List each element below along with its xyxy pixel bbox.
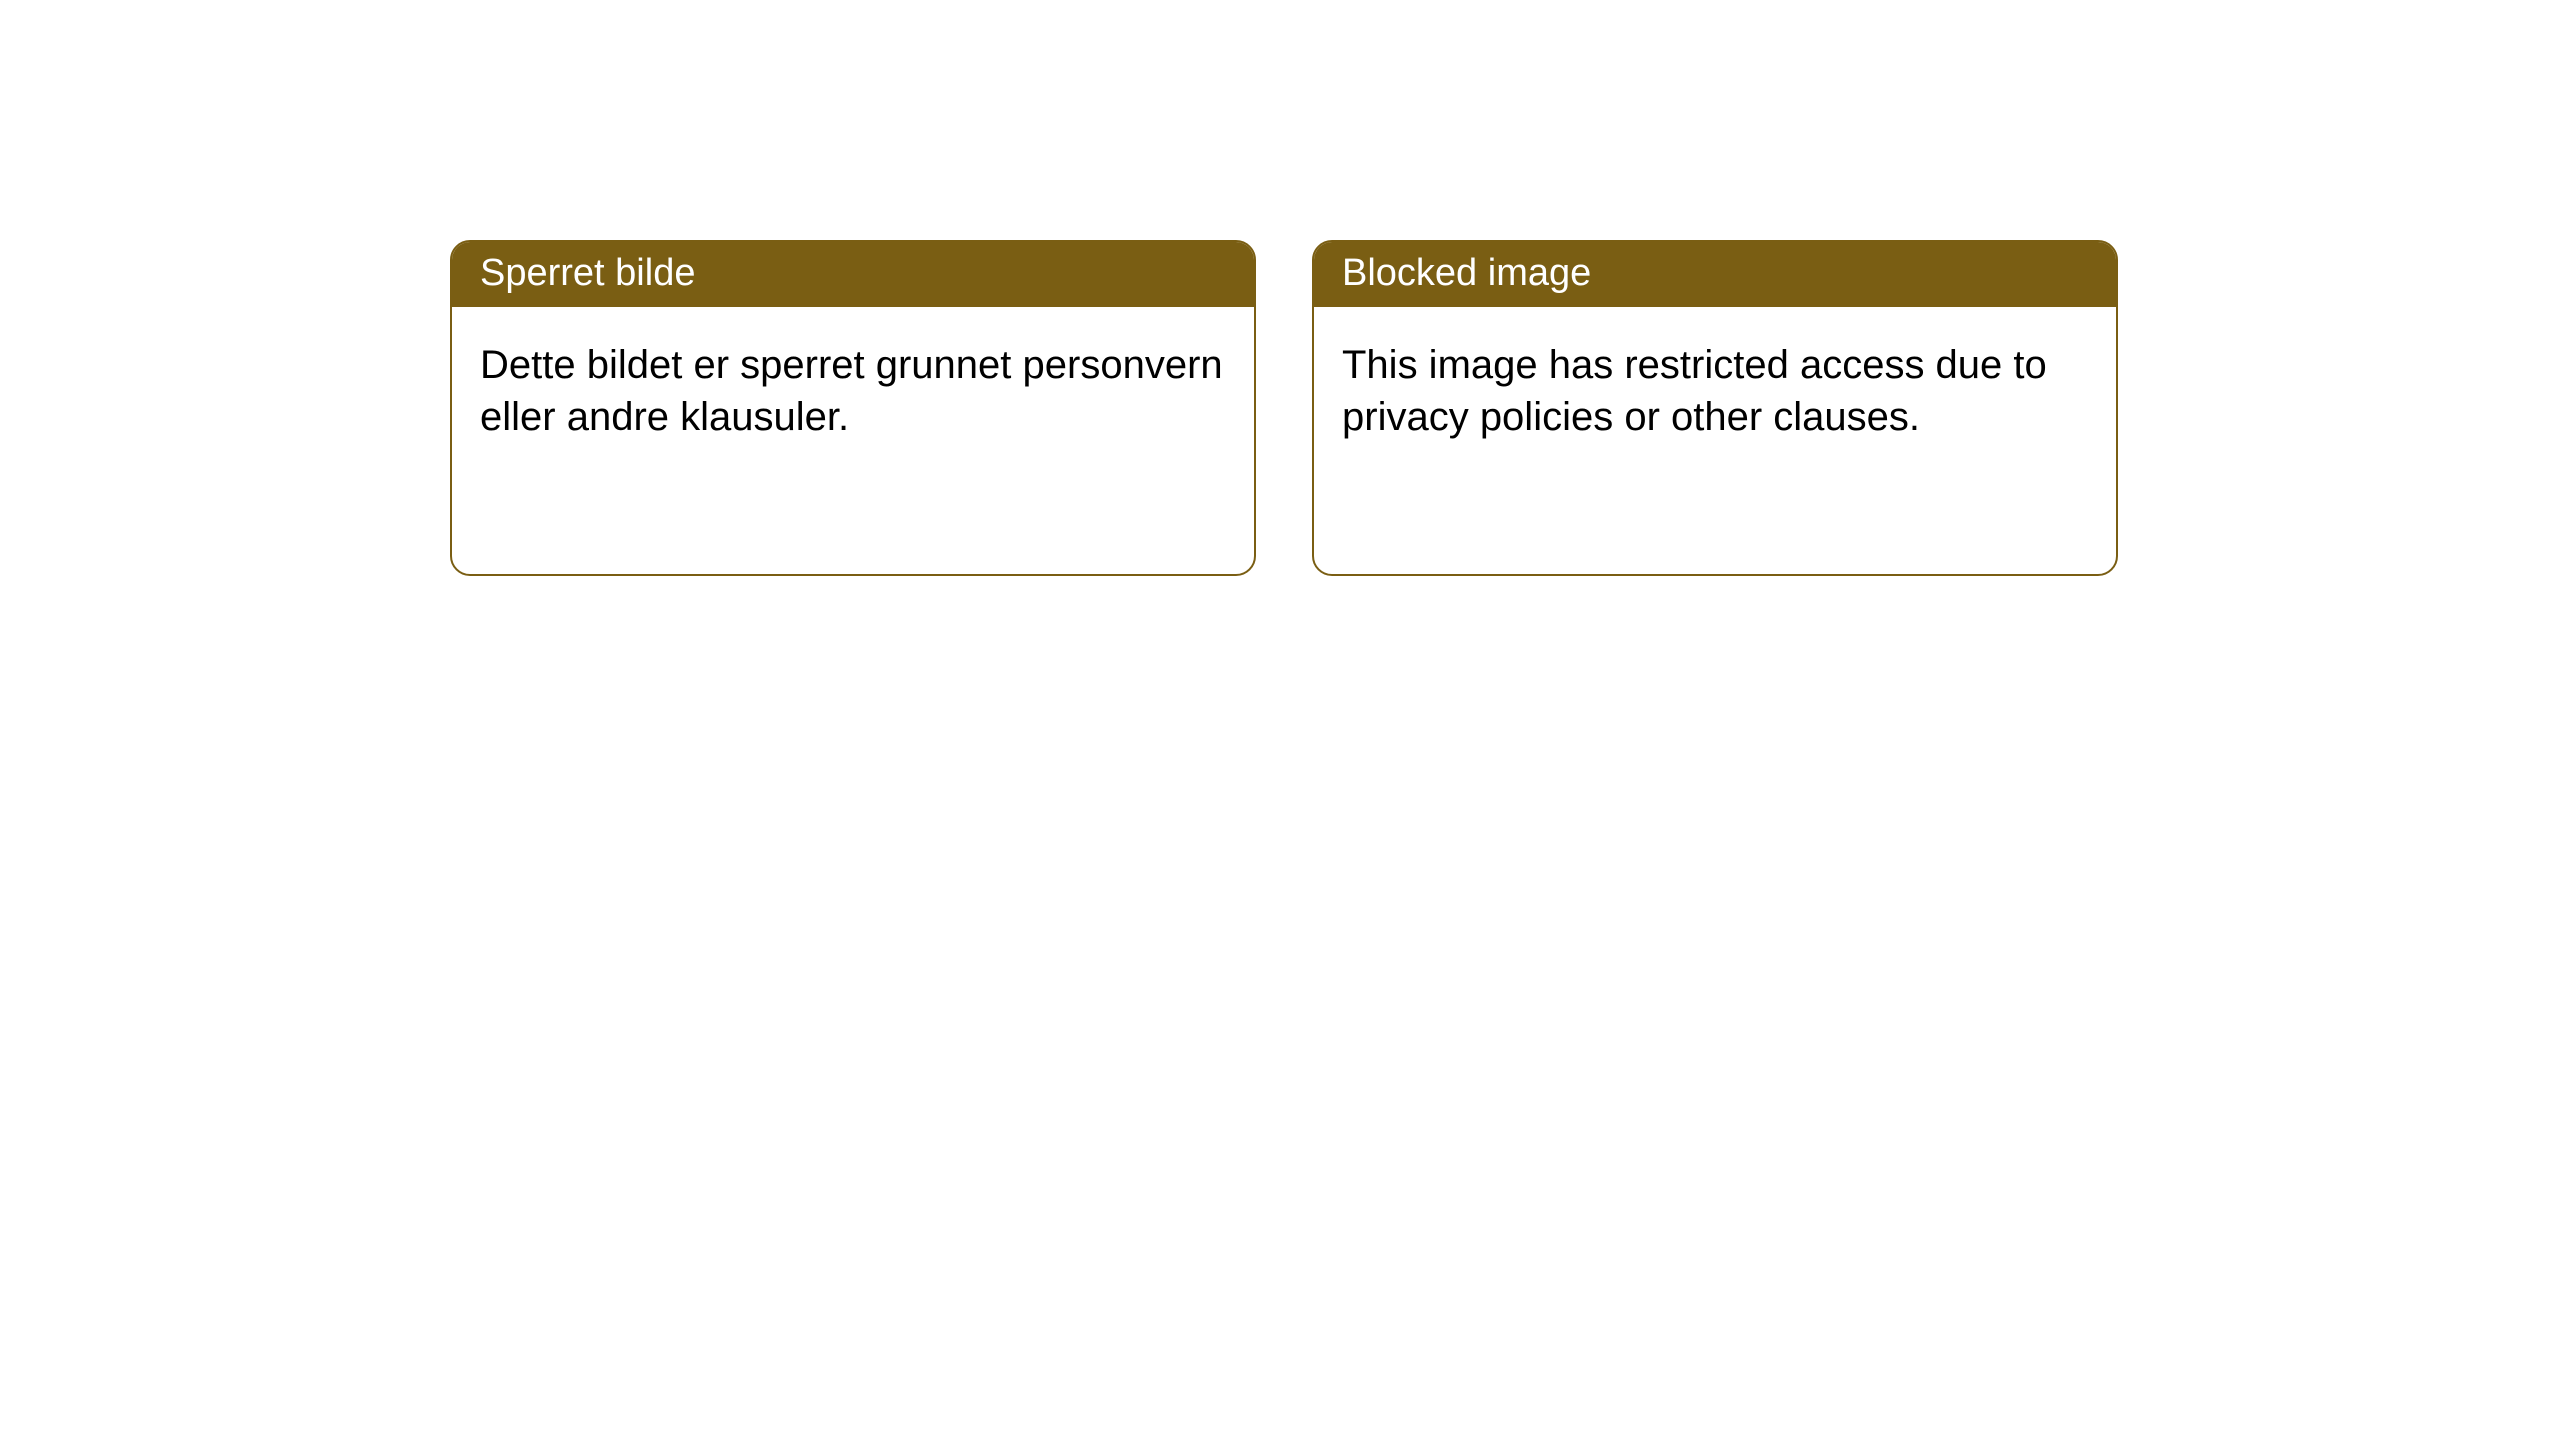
notice-title: Blocked image <box>1342 252 1591 294</box>
notice-text: Dette bildet er sperret grunnet personve… <box>480 343 1223 439</box>
notice-container: Sperret bilde Dette bildet er sperret gr… <box>0 0 2560 576</box>
notice-header: Blocked image <box>1314 242 2116 307</box>
notice-text: This image has restricted access due to … <box>1342 343 2047 439</box>
notice-header: Sperret bilde <box>452 242 1254 307</box>
notice-card-english: Blocked image This image has restricted … <box>1312 240 2118 576</box>
notice-title: Sperret bilde <box>480 252 695 294</box>
notice-body: Dette bildet er sperret grunnet personve… <box>452 307 1254 475</box>
notice-card-norwegian: Sperret bilde Dette bildet er sperret gr… <box>450 240 1256 576</box>
notice-body: This image has restricted access due to … <box>1314 307 2116 475</box>
